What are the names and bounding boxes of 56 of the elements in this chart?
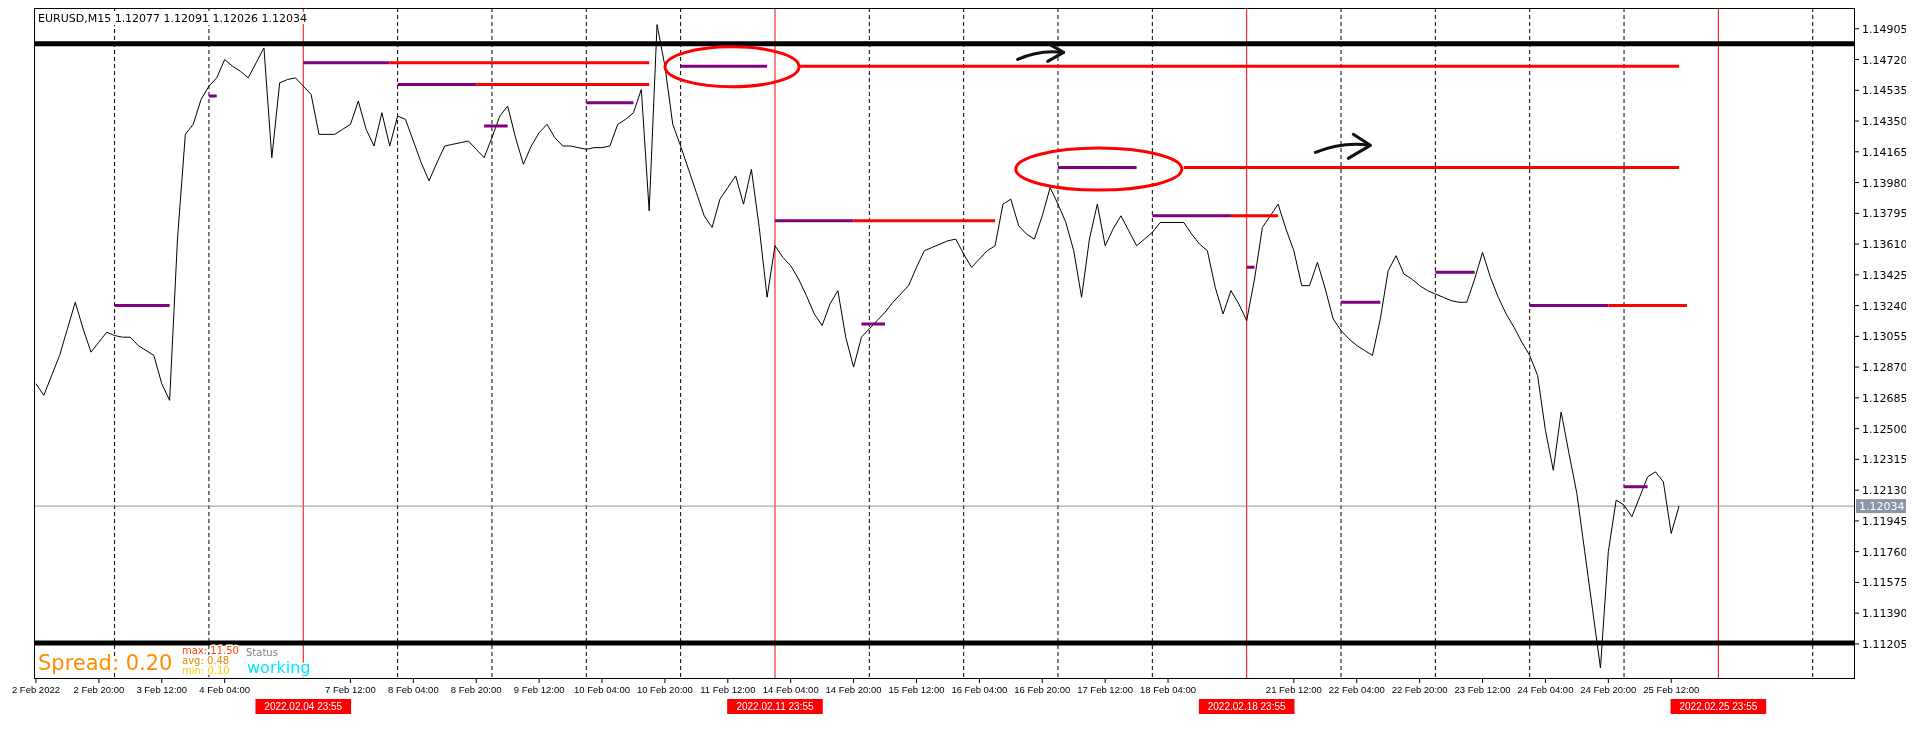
x-tick-label: 7 Feb 12:00 [325,684,376,695]
x-tick-label: 23 Feb 12:00 [1454,684,1511,695]
y-tick-label: 1.11760 [1862,545,1908,559]
text: 2022.02.18 23:55 [1207,701,1287,712]
y-tick-label: 1.14350 [1862,115,1908,129]
x-tick-label: 3 Feb 12:00 [136,684,188,695]
y-tick-label: 1.13055 [1862,330,1908,344]
y-tick-label: 1.11390 [1862,607,1908,621]
x-tick-label: 18 Feb 04:00 [1140,684,1197,695]
text: 2022.02.11 23:55 [736,701,814,712]
x-tick-label: 2 Feb 20:00 [73,684,125,695]
annotation: Spread: 0.20 [38,651,173,675]
annotation: max: 11.50 [182,645,239,656]
x-tick-label: 14 Feb 20:00 [825,684,882,695]
x-tick-label: 21 Feb 12:00 [1265,684,1322,695]
y-tick-label: 1.11205 [1862,637,1908,651]
y-tick-label: 1.13980 [1862,176,1908,190]
x-tick-label: 11 Feb 12:00 [700,684,756,695]
x-tick-label: 10 Feb 04:00 [574,684,631,695]
x-tick-label: 8 Feb 04:00 [387,684,439,695]
x-tick-label: 25 Feb 12:00 [1643,684,1700,695]
y-tick-label: 1.14535 [1862,84,1908,98]
y-tick-label: 1.12685 [1862,391,1908,405]
y-tick-label: 1.13240 [1862,299,1908,313]
x-tick-label: 17 Feb 12:00 [1077,684,1134,695]
y-tick-label: 1.13610 [1862,238,1908,252]
annotation: avg: 0.48 [182,655,230,666]
y-tick-label: 1.12870 [1862,361,1908,375]
y-tick-label: 1.13425 [1862,268,1908,282]
y-tick-label: 1.14720 [1862,53,1908,67]
x-tick-label: 24 Feb 04:00 [1517,684,1574,695]
text: 2022.02.25 23:55 [1679,701,1758,712]
x-tick-label: 4 Feb 04:00 [199,684,251,695]
text: 2022.02.04 23:55 [264,701,343,712]
x-tick-label: 16 Feb 20:00 [1014,684,1071,695]
y-tick-label: 1.14165 [1862,145,1908,159]
x-tick-label: 9 Feb 12:00 [513,684,565,695]
y-tick-label: 1.12130 [1862,484,1908,498]
x-tick-label: 2 Feb 2022 [11,684,60,695]
x-tick-label: 10 Feb 20:00 [636,684,693,695]
y-tick-label: 1.12315 [1862,453,1908,467]
y-tick-label: 1.13795 [1862,207,1908,221]
y-tick-label: 1.11945 [1862,514,1908,528]
annotation: min: 0.10 [182,665,230,676]
annotation: Status [246,647,278,658]
x-tick-label: 16 Feb 04:00 [951,684,1008,695]
x-tick-label: 22 Feb 04:00 [1328,684,1385,695]
y-tick-label: 1.12500 [1862,422,1908,436]
x-tick-label: 14 Feb 04:00 [762,684,819,695]
y-tick-label: 1.11575 [1862,576,1908,590]
x-tick-label: 24 Feb 20:00 [1580,684,1637,695]
ref-line-label: 1.12034 [1859,500,1905,514]
y-tick-label: 1.14905 [1862,22,1908,36]
x-tick-label: 22 Feb 20:00 [1391,684,1448,695]
x-tick-label: 8 Feb 20:00 [450,684,502,695]
x-tick-label: 15 Feb 12:00 [888,684,945,695]
